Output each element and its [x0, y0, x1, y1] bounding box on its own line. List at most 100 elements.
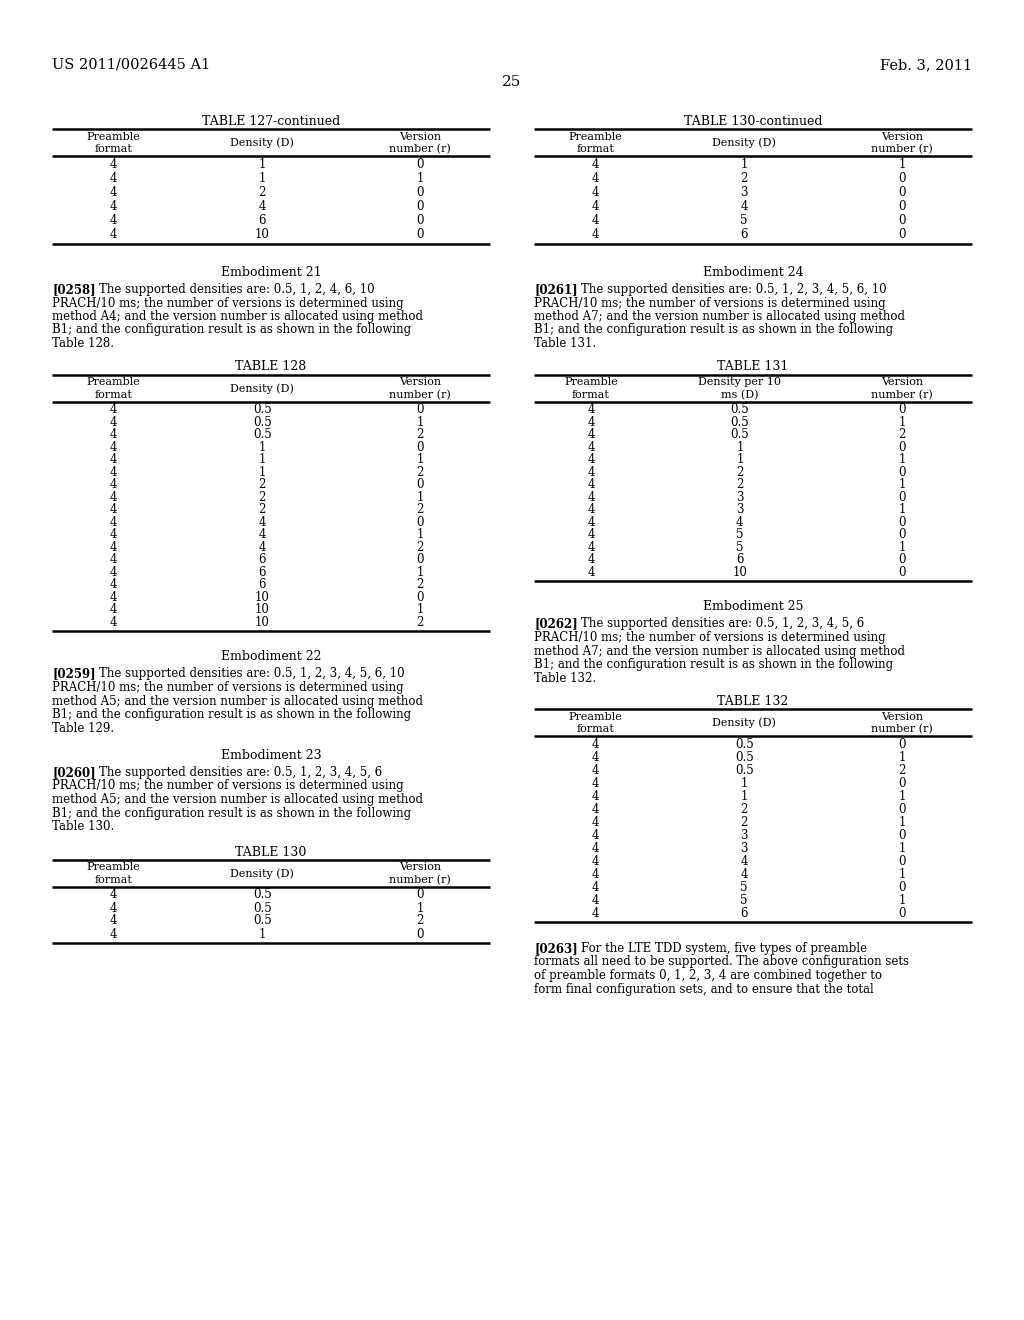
Text: 0: 0 — [416, 553, 424, 566]
Text: 4: 4 — [110, 158, 117, 172]
Text: Preamble
format: Preamble format — [564, 378, 617, 400]
Text: 0: 0 — [416, 591, 424, 603]
Text: PRACH/10 ms; the number of versions is determined using: PRACH/10 ms; the number of versions is d… — [52, 297, 403, 309]
Text: 4: 4 — [592, 228, 599, 242]
Text: 4: 4 — [587, 466, 595, 479]
Text: 0: 0 — [898, 777, 905, 789]
Text: 4: 4 — [258, 541, 266, 554]
Text: Version
number (r): Version number (r) — [389, 862, 451, 884]
Text: 1: 1 — [736, 441, 743, 454]
Text: 0: 0 — [898, 738, 905, 751]
Text: 6: 6 — [258, 566, 266, 578]
Text: 5: 5 — [740, 214, 748, 227]
Text: 0.5: 0.5 — [730, 416, 750, 429]
Text: 4: 4 — [110, 453, 117, 466]
Text: 4: 4 — [587, 441, 595, 454]
Text: The supported densities are: 0.5, 1, 2, 3, 4, 5, 6, 10: The supported densities are: 0.5, 1, 2, … — [84, 668, 404, 681]
Text: 4: 4 — [592, 803, 599, 816]
Text: 10: 10 — [255, 603, 269, 616]
Text: 4: 4 — [587, 528, 595, 541]
Text: [0260]: [0260] — [52, 766, 95, 779]
Text: 4: 4 — [258, 528, 266, 541]
Text: method A5; and the version number is allocated using method: method A5; and the version number is all… — [52, 694, 423, 708]
Text: 0.5: 0.5 — [730, 428, 750, 441]
Text: 4: 4 — [592, 880, 599, 894]
Text: 0: 0 — [416, 214, 424, 227]
Text: 1: 1 — [736, 453, 743, 466]
Text: 0: 0 — [898, 803, 905, 816]
Text: 2: 2 — [258, 478, 266, 491]
Text: 10: 10 — [255, 591, 269, 603]
Text: 0: 0 — [898, 186, 905, 199]
Text: B1; and the configuration result is as shown in the following: B1; and the configuration result is as s… — [534, 323, 893, 337]
Text: 0: 0 — [898, 173, 905, 186]
Text: 3: 3 — [740, 829, 748, 842]
Text: Embodiment 22: Embodiment 22 — [221, 651, 322, 664]
Text: 4: 4 — [592, 214, 599, 227]
Text: 5: 5 — [740, 880, 748, 894]
Text: 0: 0 — [416, 888, 424, 902]
Text: 4: 4 — [110, 416, 117, 429]
Text: 4: 4 — [110, 553, 117, 566]
Text: 4: 4 — [110, 466, 117, 479]
Text: 4: 4 — [740, 855, 748, 869]
Text: 1: 1 — [416, 902, 424, 915]
Text: US 2011/0026445 A1: US 2011/0026445 A1 — [52, 58, 210, 73]
Text: 5: 5 — [736, 541, 743, 554]
Text: 4: 4 — [110, 516, 117, 529]
Text: Version
number (r): Version number (r) — [389, 132, 451, 154]
Text: 1: 1 — [258, 441, 266, 454]
Text: 4: 4 — [258, 516, 266, 529]
Text: Version
number (r): Version number (r) — [871, 378, 933, 400]
Text: 4: 4 — [592, 855, 599, 869]
Text: TABLE 127-continued: TABLE 127-continued — [202, 115, 340, 128]
Text: 4: 4 — [110, 888, 117, 902]
Text: 4: 4 — [592, 738, 599, 751]
Text: B1; and the configuration result is as shown in the following: B1; and the configuration result is as s… — [534, 657, 893, 671]
Text: 1: 1 — [898, 869, 905, 880]
Text: 0.5: 0.5 — [253, 416, 271, 429]
Text: 2: 2 — [416, 428, 424, 441]
Text: 4: 4 — [592, 764, 599, 777]
Text: 4: 4 — [587, 541, 595, 554]
Text: 2: 2 — [416, 615, 424, 628]
Text: 1: 1 — [898, 894, 905, 907]
Text: 4: 4 — [587, 566, 595, 578]
Text: Table 130.: Table 130. — [52, 820, 115, 833]
Text: 0: 0 — [898, 441, 905, 454]
Text: 0: 0 — [898, 528, 905, 541]
Text: Density (D): Density (D) — [713, 137, 776, 148]
Text: 1: 1 — [258, 158, 266, 172]
Text: 2: 2 — [736, 478, 743, 491]
Text: 4: 4 — [736, 516, 743, 529]
Text: 2: 2 — [416, 578, 424, 591]
Text: 2: 2 — [740, 803, 748, 816]
Text: B1; and the configuration result is as shown in the following: B1; and the configuration result is as s… — [52, 708, 411, 721]
Text: 1: 1 — [898, 541, 905, 554]
Text: 2: 2 — [416, 503, 424, 516]
Text: Density per 10
ms (D): Density per 10 ms (D) — [698, 378, 781, 400]
Text: Embodiment 23: Embodiment 23 — [221, 748, 322, 762]
Text: TABLE 132: TABLE 132 — [718, 696, 788, 708]
Text: TABLE 130: TABLE 130 — [236, 846, 306, 858]
Text: 4: 4 — [592, 201, 599, 214]
Text: 0.5: 0.5 — [735, 751, 754, 764]
Text: 25: 25 — [503, 75, 521, 88]
Text: 3: 3 — [740, 842, 748, 855]
Text: Table 131.: Table 131. — [534, 337, 596, 350]
Text: 2: 2 — [416, 915, 424, 928]
Text: 6: 6 — [736, 553, 743, 566]
Text: 4: 4 — [110, 214, 117, 227]
Text: 2: 2 — [740, 816, 748, 829]
Text: 0: 0 — [416, 441, 424, 454]
Text: 6: 6 — [740, 907, 748, 920]
Text: 1: 1 — [258, 453, 266, 466]
Text: Version
number (r): Version number (r) — [389, 378, 451, 400]
Text: 6: 6 — [258, 553, 266, 566]
Text: TABLE 130-continued: TABLE 130-continued — [684, 115, 822, 128]
Text: 4: 4 — [110, 915, 117, 928]
Text: TABLE 131: TABLE 131 — [718, 360, 788, 374]
Text: The supported densities are: 0.5, 1, 2, 3, 4, 5, 6: The supported densities are: 0.5, 1, 2, … — [565, 618, 864, 631]
Text: 1: 1 — [258, 466, 266, 479]
Text: 4: 4 — [587, 516, 595, 529]
